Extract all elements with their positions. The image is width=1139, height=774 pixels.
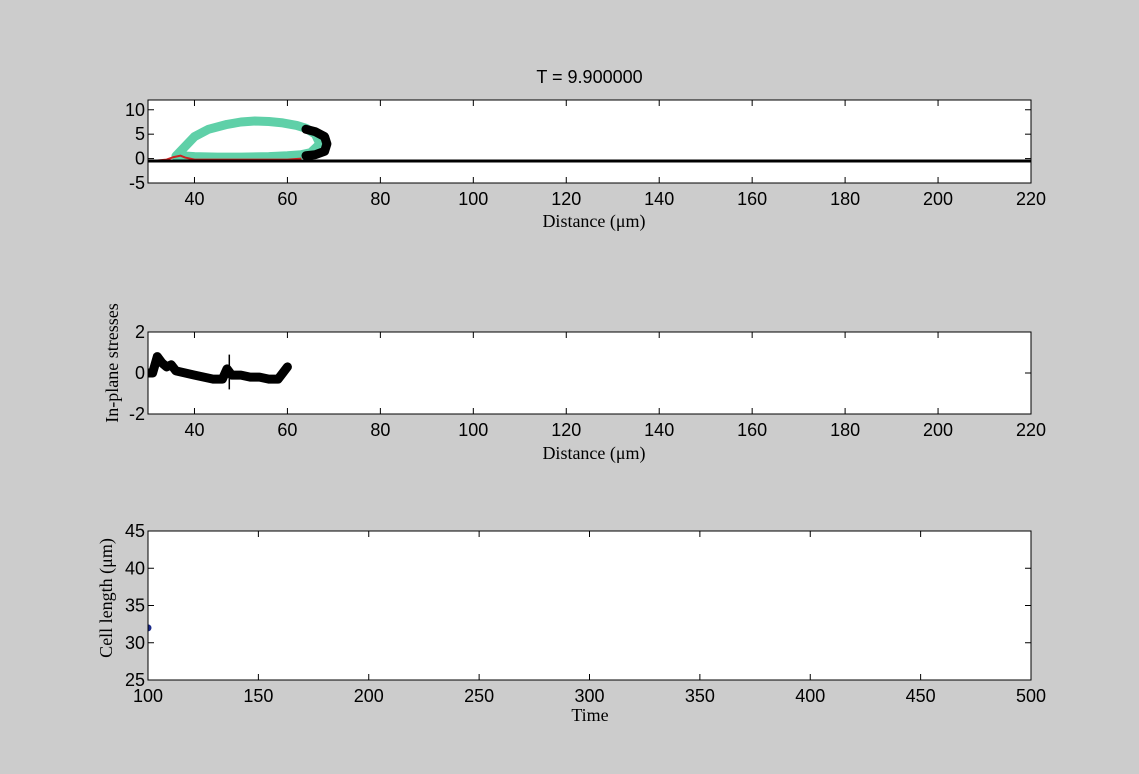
x-tick-label: 60: [277, 189, 297, 209]
ticks: 40 60 80 100 120 140 160 180 200 220 2 0 -2: [129, 322, 1046, 440]
chart-title: T = 9.900000: [536, 67, 642, 87]
x-tick-label: 80: [370, 420, 390, 440]
x-tick-label: 120: [551, 420, 581, 440]
axes-background: [148, 531, 1031, 680]
x-tick-label: 200: [923, 420, 953, 440]
x-tick-label: 180: [830, 189, 860, 209]
x-tick-label: 140: [644, 420, 674, 440]
x-tick-label: 60: [277, 420, 297, 440]
y-tick-label: -2: [129, 404, 145, 424]
series-0: [148, 624, 152, 632]
axes-frame: [147, 99, 1032, 184]
axes-background: [148, 332, 1031, 414]
x-tick-label: 100: [133, 686, 163, 706]
ticks: 100 150 200 250 300 350 400 450 500 45 40 35 30 25: [125, 521, 1046, 706]
x-tick-label: 250: [464, 686, 494, 706]
x-tick-label: 40: [184, 420, 204, 440]
y-tick-label: 0: [135, 149, 145, 169]
y-tick-label: 35: [125, 596, 145, 616]
series-1: [301, 124, 332, 161]
x-tick-label: 200: [923, 189, 953, 209]
series-3: [194, 157, 302, 161]
x-tick-label: 140: [644, 189, 674, 209]
y-tick-label: 30: [125, 633, 145, 653]
panel-cell-length: 100 150 200 250 300 350 400 450 500 45 40 35 30 25 Ti…: [96, 521, 1046, 725]
x-tick-label: 450: [906, 686, 936, 706]
panel-in-plane-stresses: 40 60 80 100 120 140 160 180 200 220 2 0 -2 Distance…: [102, 303, 1046, 464]
y-tick-label: 10: [125, 100, 145, 120]
x-tick-label: 150: [243, 686, 273, 706]
axes-background: [148, 100, 1031, 183]
x-tick-label: 300: [574, 686, 604, 706]
x-tick-label: 120: [551, 189, 581, 209]
data-point: [148, 624, 152, 632]
series-0: [148, 352, 292, 384]
y-axis-label: In-plane stresses: [102, 303, 122, 422]
y-tick-label: 0: [135, 363, 145, 383]
x-tick-label: 80: [370, 189, 390, 209]
y-tick-label: 5: [135, 124, 145, 144]
x-tick-label: 400: [795, 686, 825, 706]
x-tick-label: 500: [1016, 686, 1046, 706]
x-tick-label: 40: [184, 189, 204, 209]
x-tick-label: 100: [458, 189, 488, 209]
y-tick-label: 25: [125, 670, 145, 690]
y-axis-label: Cell length (μm): [96, 538, 117, 658]
y-tick-label: 40: [125, 558, 145, 578]
y-tick-label: 45: [125, 521, 145, 541]
x-tick-label: 160: [737, 189, 767, 209]
y-tick-label: 2: [135, 322, 145, 342]
y-tick-label: -5: [129, 173, 145, 193]
x-tick-label: 100: [458, 420, 488, 440]
plot-area: [148, 624, 152, 632]
x-tick-label: 350: [685, 686, 715, 706]
x-tick-label: 160: [737, 420, 767, 440]
x-axis-label: Distance (μm): [542, 443, 645, 464]
x-axis-label: Distance (μm): [542, 211, 645, 232]
panel-cell-shape: 40 60 80 100 120 140 160 180 200 220 10 5 0 -5 T = 9.…: [125, 67, 1046, 232]
plot-area: [148, 352, 292, 390]
ticks: 40 60 80 100 120 140 160 180 200 220 10 5 0 -5: [125, 100, 1046, 209]
x-tick-label: 200: [354, 686, 384, 706]
x-tick-label: 220: [1016, 189, 1046, 209]
x-axis-label: Time: [571, 705, 608, 725]
x-tick-label: 220: [1016, 420, 1046, 440]
plot-area: [148, 116, 1031, 163]
x-tick-label: 180: [830, 420, 860, 440]
